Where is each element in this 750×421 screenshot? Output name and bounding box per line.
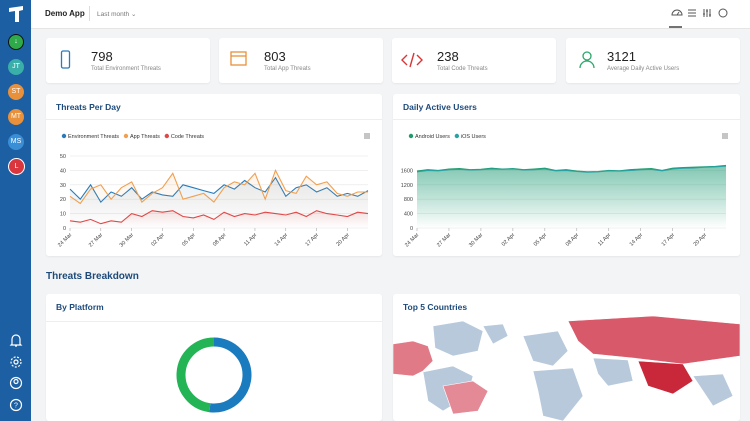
y-tick-label: 20 — [60, 197, 66, 203]
x-tick-label: 20 Apr — [693, 232, 709, 248]
legend-label: iOS Users — [461, 134, 486, 140]
donut-segment — [209, 337, 252, 413]
chart-panel: Daily Active Users Android Users iOS User… — [393, 94, 740, 256]
stat-card: 3121 Average Daily Active Users — [566, 38, 740, 83]
panel-title: By Platform — [56, 302, 104, 312]
panel-title: Top 5 Countries — [403, 302, 468, 312]
x-tick-label: 27 Mar — [436, 232, 452, 248]
avatar[interactable]: JT — [8, 59, 24, 75]
y-tick-label: 0 — [410, 226, 413, 232]
sidebar-icons[interactable]: ? — [9, 333, 23, 415]
x-tick-label: 02 Apr — [150, 232, 166, 248]
stat-label: Total Environment Threats — [91, 66, 161, 72]
stat-value: 238 — [437, 49, 459, 64]
x-tick-label: 05 Apr — [181, 232, 197, 248]
y-tick-label: 40 — [60, 168, 66, 174]
chart: Environment Threats App Threats Code Threa… — [57, 133, 370, 249]
x-tick-label: 30 Mar — [119, 232, 135, 248]
x-tick-label: 27 Mar — [88, 232, 104, 248]
icon — [230, 51, 247, 66]
series-area — [70, 210, 368, 228]
y-tick-label: 800 — [404, 197, 413, 203]
stat-value: 803 — [264, 49, 286, 64]
chart-panel: By Platform — [46, 294, 382, 421]
map-panel: Top 5 Countries — [393, 294, 740, 421]
stat-value: 798 — [91, 49, 113, 64]
x-tick-label: 17 Apr — [305, 232, 321, 248]
panel-title: Threats Per Day — [56, 102, 121, 112]
x-tick-label: 11 Apr — [597, 232, 612, 247]
download[interactable]: ↓ — [8, 34, 24, 50]
logo — [9, 6, 23, 22]
legend-label: Environment Threats — [68, 134, 119, 140]
legend-label: Android Users — [415, 134, 450, 140]
panel-title: Daily Active Users — [403, 102, 477, 112]
legend-marker — [61, 133, 67, 139]
legend-marker — [123, 133, 129, 139]
icon — [60, 50, 71, 69]
period-select[interactable]: Last month ⌄ — [97, 11, 137, 18]
donut-segment — [176, 337, 215, 413]
icon — [579, 51, 595, 69]
x-tick-label: 30 Mar — [468, 232, 484, 248]
svg-text:?: ? — [14, 403, 18, 410]
x-tick-label: 11 Apr — [243, 232, 258, 247]
avatar[interactable]: ST — [8, 84, 24, 100]
y-tick-label: 10 — [60, 212, 66, 218]
legend-label: Code Threats — [171, 134, 204, 140]
chart: Android Users iOS Users 0 400 800 1200 1600 24 … — [401, 133, 728, 249]
legend-marker — [408, 133, 414, 139]
header: Demo App Last month ⌄ — [31, 0, 750, 29]
series-line — [69, 210, 369, 225]
menu-icon[interactable] — [722, 133, 728, 139]
stat-label: Average Daily Active Users — [607, 66, 680, 72]
x-tick-label: 02 Apr — [501, 232, 517, 248]
x-tick-label: 14 Apr — [274, 232, 290, 248]
x-tick-label: 20 Apr — [335, 232, 351, 248]
x-tick-label: 08 Apr — [565, 232, 581, 248]
x-tick-label: 05 Apr — [533, 232, 549, 248]
series-line — [416, 165, 727, 173]
app-name: Demo App — [45, 9, 85, 18]
icon — [401, 52, 423, 68]
world-map — [393, 316, 740, 421]
x-tick-label: 17 Apr — [661, 232, 677, 248]
sidebar: ↓ JT ST MT MS L ? — [0, 0, 31, 421]
legend-marker — [454, 133, 460, 139]
stat-value: 3121 — [607, 49, 636, 64]
section-title: Threats Breakdown — [46, 271, 139, 282]
period: Last month — [97, 11, 130, 18]
y-tick-label: 30 — [60, 183, 66, 189]
y-tick-label: 400 — [404, 212, 413, 218]
x-tick-label: 24 Mar — [404, 232, 420, 248]
x-tick-label: 08 Apr — [212, 232, 228, 248]
stat-card: 803 Total App Threats — [219, 38, 383, 83]
y-tick-label: 1200 — [401, 183, 413, 189]
stat-card: 238 Total Code Threats — [392, 38, 556, 83]
y-tick-label: 50 — [60, 154, 66, 160]
y-tick-label: 0 — [63, 226, 66, 232]
stat-label: Total Code Threats — [437, 66, 488, 72]
stat-label: Total App Threats — [264, 66, 311, 72]
chart-panel: Threats Per Day Environment Threats App T… — [46, 94, 382, 256]
menu-icon[interactable] — [364, 133, 370, 139]
series-line — [69, 169, 368, 205]
y-tick-label: 1600 — [401, 168, 413, 174]
header-icons[interactable] — [669, 6, 733, 28]
x-tick-label: 14 Apr — [629, 232, 645, 248]
legend-marker — [164, 133, 170, 139]
avatar[interactable]: MT — [8, 109, 24, 125]
legend-label: App Threats — [130, 134, 160, 140]
avatar[interactable]: L — [8, 158, 25, 175]
x-tick-label: 24 Mar — [57, 232, 73, 248]
series-area — [417, 166, 726, 228]
stat-card: 798 Total Environment Threats — [46, 38, 210, 83]
avatar[interactable]: MS — [8, 134, 24, 150]
chart — [176, 337, 252, 413]
